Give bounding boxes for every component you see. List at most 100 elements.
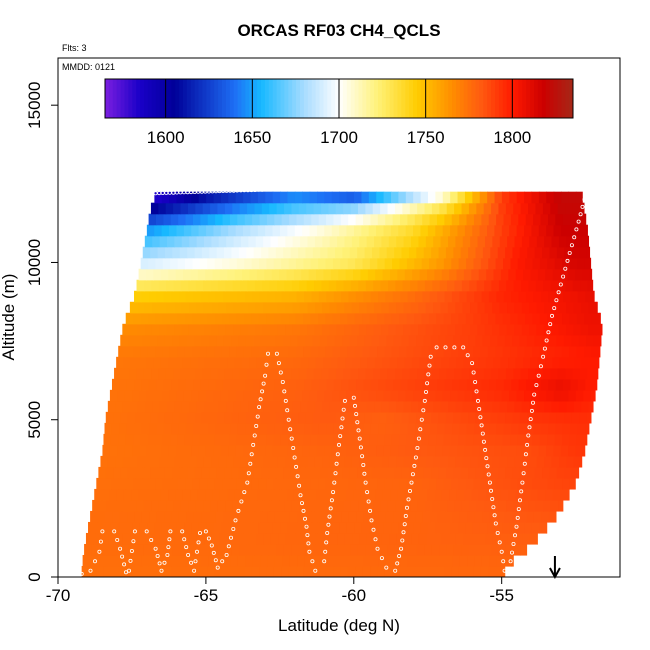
track-point (493, 521, 498, 526)
heatmap-cell (326, 554, 335, 567)
heatmap-cell (384, 257, 393, 270)
heatmap-cell (291, 279, 300, 292)
heatmap-cell (488, 565, 497, 577)
heatmap-cell (170, 290, 179, 303)
heatmap-cell (493, 488, 502, 501)
heatmap-cell (237, 290, 246, 303)
track-point (591, 464, 596, 469)
heatmap-cell (455, 235, 464, 248)
colorbar-segment (378, 79, 383, 118)
track-point (256, 187, 261, 192)
heatmap-cell (503, 213, 512, 226)
heatmap-cell (458, 345, 467, 358)
heatmap-cell (482, 246, 491, 259)
heatmap-cell (402, 543, 411, 556)
heatmap-cell (518, 422, 527, 435)
heatmap-cell (193, 378, 202, 391)
heatmap-cell (233, 323, 242, 336)
track-point (441, 181, 446, 186)
heatmap-cell (394, 411, 403, 424)
heatmap-cell (526, 334, 535, 347)
heatmap-cell (214, 565, 223, 577)
heatmap-cell (263, 455, 272, 468)
colorbar-segment (389, 79, 395, 118)
heatmap-cell (548, 378, 557, 391)
heatmap-cell (397, 488, 406, 501)
heatmap-cell (519, 246, 528, 259)
heatmap-cell (256, 532, 265, 545)
heatmap-cell (274, 213, 283, 226)
heatmap-cell (404, 268, 413, 281)
heatmap-cell (220, 444, 229, 457)
heatmap-cell (153, 268, 162, 281)
heatmap-cell (481, 378, 490, 391)
heatmap-cell (494, 389, 503, 402)
track-point (471, 370, 476, 375)
heatmap-cell (170, 565, 179, 577)
heatmap-cell (238, 246, 247, 259)
heatmap-cell (178, 378, 187, 391)
track-point (393, 568, 398, 573)
heatmap-cell (336, 301, 345, 314)
heatmap-cell (337, 400, 346, 413)
heatmap-cell (141, 554, 150, 567)
heatmap-cell (259, 565, 268, 577)
heatmap-cell (243, 521, 252, 534)
heatmap-cell (163, 290, 172, 303)
heatmap-cell (192, 213, 201, 226)
heatmap-cell (470, 532, 479, 545)
track-point (180, 529, 185, 534)
heatmap-cell (333, 213, 342, 226)
heatmap-cell (158, 367, 167, 380)
heatmap-cell (365, 202, 374, 215)
track-point (220, 559, 225, 564)
track-point (93, 559, 98, 564)
heatmap-cell (226, 235, 235, 248)
colorbar-segment (456, 79, 461, 118)
heatmap-cell (125, 345, 134, 358)
heatmap-cell (433, 235, 442, 248)
heatmap-cell (534, 334, 543, 347)
heatmap-cell (181, 455, 190, 468)
heatmap-cell (283, 466, 292, 479)
heatmap-cell (480, 257, 489, 270)
heatmap-cell (377, 565, 386, 577)
heatmap-cell (279, 268, 288, 281)
heatmap-cell (414, 477, 423, 490)
heatmap-cell (555, 422, 564, 435)
heatmap-cell (438, 334, 447, 347)
heatmap-cell (429, 477, 438, 490)
track-point (422, 398, 427, 403)
heatmap-cell (567, 488, 570, 501)
heatmap-cell (207, 433, 215, 446)
heatmap-cell (540, 422, 549, 435)
heatmap-cell (494, 191, 503, 204)
heatmap-cell (299, 301, 308, 314)
track-point (550, 313, 555, 318)
heatmap-cell (271, 488, 280, 501)
heatmap-cell (102, 444, 111, 457)
track-point (604, 375, 609, 380)
track-point (558, 177, 563, 182)
heatmap-cell (466, 257, 475, 270)
heatmap-cell (154, 389, 163, 402)
heatmap-cell (425, 455, 434, 468)
heatmap-cell (336, 323, 345, 336)
heatmap-cell (277, 235, 286, 248)
heatmap-cell (258, 312, 267, 325)
heatmap-cell (218, 455, 227, 468)
heatmap-cell (325, 565, 334, 577)
heatmap-cell (460, 411, 469, 424)
heatmap-cell (188, 499, 197, 512)
heatmap-cell (232, 367, 241, 380)
heatmap-cell (164, 411, 173, 424)
heatmap-cell (383, 389, 392, 402)
track-point (462, 180, 467, 185)
heatmap-cell (135, 334, 144, 347)
heatmap-cell (566, 455, 575, 468)
heatmap-cell (161, 191, 170, 204)
heatmap-cell (251, 433, 260, 446)
track-point (370, 184, 375, 189)
colorbar-segment (522, 79, 527, 118)
